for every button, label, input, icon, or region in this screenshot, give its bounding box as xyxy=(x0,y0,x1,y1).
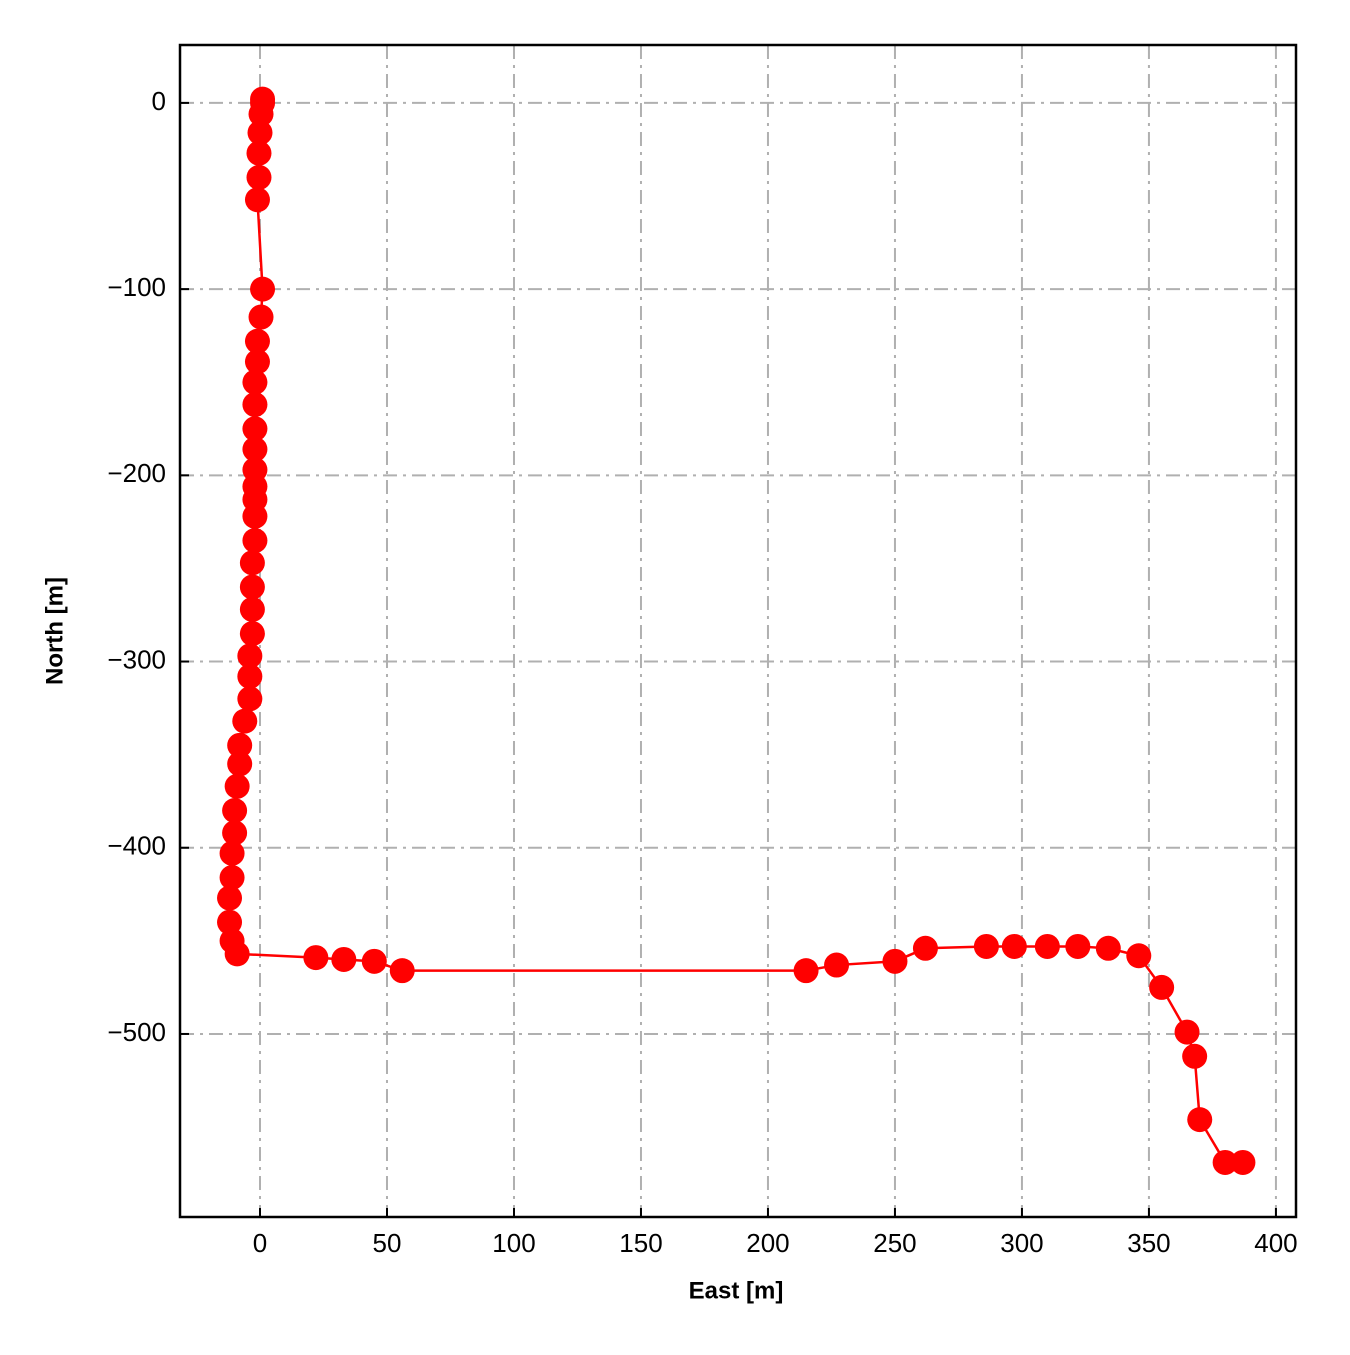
y-tick-label: −200 xyxy=(107,458,166,488)
point xyxy=(237,686,263,712)
point xyxy=(242,436,268,462)
point xyxy=(973,933,999,959)
y-tick-label: −500 xyxy=(107,1017,166,1047)
point xyxy=(1174,1019,1200,1045)
point xyxy=(242,392,268,418)
point xyxy=(239,596,265,622)
point xyxy=(250,276,276,302)
point xyxy=(217,909,243,935)
point xyxy=(222,798,248,824)
point xyxy=(242,416,268,442)
point xyxy=(242,369,268,395)
y-tick-label: −100 xyxy=(107,272,166,302)
point xyxy=(303,945,329,971)
x-tick-label: 100 xyxy=(492,1228,535,1258)
point xyxy=(824,952,850,978)
point xyxy=(247,120,273,146)
point xyxy=(361,948,387,974)
point xyxy=(389,958,415,984)
point xyxy=(246,164,272,190)
point xyxy=(244,328,270,354)
point xyxy=(882,948,908,974)
point xyxy=(224,941,250,967)
point xyxy=(222,820,248,846)
point xyxy=(248,304,274,330)
point xyxy=(1095,935,1121,961)
point xyxy=(246,140,272,166)
point xyxy=(219,865,245,891)
point xyxy=(1034,933,1060,959)
point xyxy=(793,958,819,984)
y-tick-label: 0 xyxy=(152,86,166,116)
plot-frame xyxy=(178,43,1298,1219)
x-tick-label: 400 xyxy=(1254,1228,1297,1258)
point xyxy=(1149,974,1175,1000)
point xyxy=(1001,933,1027,959)
point xyxy=(227,732,253,758)
point xyxy=(237,643,263,669)
point xyxy=(1230,1149,1256,1175)
x-tick-label: 0 xyxy=(253,1228,267,1258)
point xyxy=(217,885,243,911)
point xyxy=(1187,1107,1213,1133)
trajectory-line xyxy=(228,99,1243,1164)
point xyxy=(331,946,357,972)
x-axis-label: East [m] xyxy=(689,1277,784,1304)
x-tick-label: 250 xyxy=(873,1228,916,1258)
point xyxy=(244,187,270,213)
point xyxy=(1065,933,1091,959)
point xyxy=(912,935,938,961)
y-tick-label: −400 xyxy=(107,831,166,861)
point xyxy=(224,773,250,799)
point xyxy=(237,663,263,689)
x-tick-label: 150 xyxy=(619,1228,662,1258)
point xyxy=(1212,1149,1238,1175)
y-axis-label: North [m] xyxy=(41,577,68,685)
point xyxy=(248,101,274,127)
point xyxy=(242,528,268,554)
point xyxy=(239,574,265,600)
x-tick-label: 200 xyxy=(746,1228,789,1258)
x-tick-label: 50 xyxy=(373,1228,402,1258)
point xyxy=(1182,1043,1208,1069)
point xyxy=(239,550,265,576)
point xyxy=(227,751,253,777)
point xyxy=(1126,943,1152,969)
point xyxy=(219,840,245,866)
point xyxy=(239,621,265,647)
point xyxy=(244,349,270,375)
point xyxy=(242,503,268,529)
x-tick-label: 350 xyxy=(1127,1228,1170,1258)
y-tick-label: −300 xyxy=(107,644,166,674)
point xyxy=(232,708,258,734)
x-tick-label: 300 xyxy=(1000,1228,1043,1258)
